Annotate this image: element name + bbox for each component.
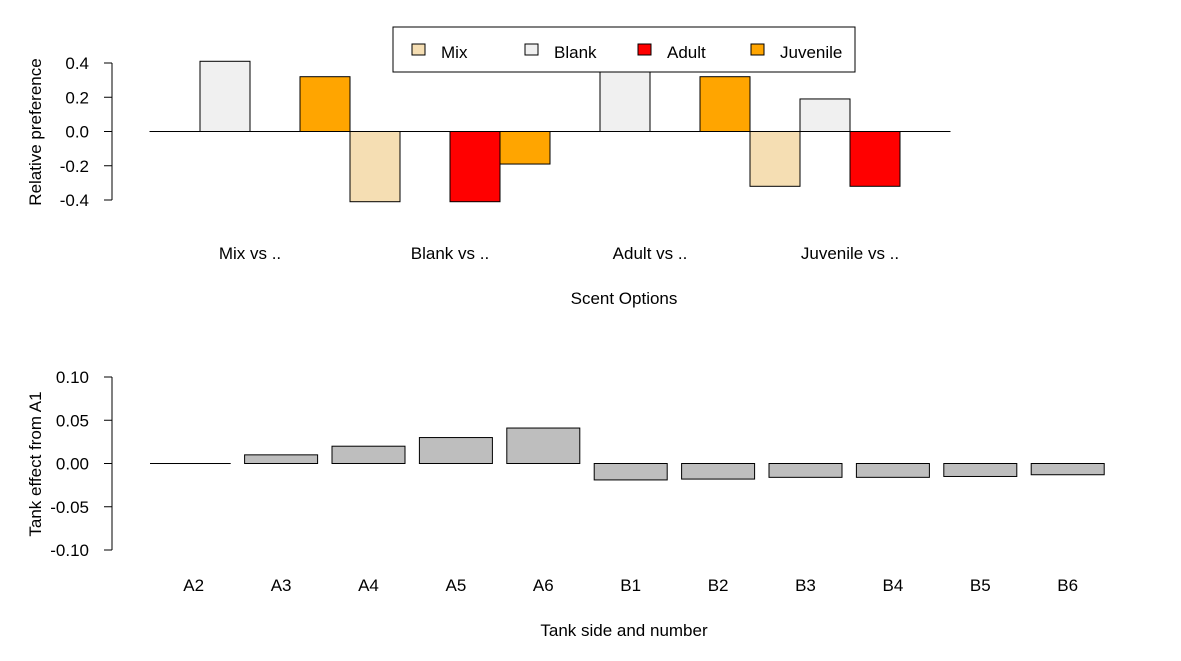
legend-swatch-adult [637,43,652,56]
bar-3-juvenile [699,76,751,132]
scent-bars [149,60,951,203]
bar-b1 [593,463,668,481]
scent-preference-chart: 0.4 0.2 0.0 -0.2 -0.4 Mix vs .. Blank vs .. Ad… [26,26,951,308]
bar-1-blank [199,60,251,132]
x-tick-label: A2 [183,576,204,595]
y-tick-label: 0.00 [56,455,89,474]
bar-b2 [681,463,756,480]
legend: Mix Blank Adult Juvenile [392,26,856,73]
x-tick-label: A6 [533,576,554,595]
y-axis-label: Relative preference [26,58,45,205]
y-axis-label: Tank effect from A1 [26,391,45,536]
y-tick-label: 0.2 [65,88,89,107]
legend-label-mix: Mix [441,43,468,62]
bar-4-adult [849,131,901,187]
legend-box [392,26,856,73]
legend-label-juvenile: Juvenile [780,43,842,62]
bar-2-mix [349,131,401,203]
x-tick-label: B1 [620,576,641,595]
x-tick-label: Juvenile vs .. [801,244,899,263]
x-tick-labels: A2 A3 A4 A5 A6 B1 B2 B3 B4 B5 B6 [183,576,1078,595]
tank-effect-chart: 0.10 0.05 0.00 -0.05 -0.10 A2 A3 A4 A5 A6 B1 B2 B3 B… [26,368,1105,640]
x-tick-label: B3 [795,576,816,595]
bar-a4 [331,445,406,465]
bar-b4 [855,463,930,478]
bar-a6 [506,427,581,465]
x-tick-label: Blank vs .. [411,244,489,263]
bar-2-adult [449,131,501,203]
legend-label-blank: Blank [554,43,597,62]
y-tick-label: 0.4 [65,54,89,73]
x-tick-label: A3 [271,576,292,595]
legend-swatch-blank [524,43,539,56]
x-tick-label: B6 [1057,576,1078,595]
bar-b3 [768,463,843,478]
x-tick-labels: Mix vs .. Blank vs .. Adult vs .. Juvenile … [219,244,899,263]
y-tick-label: 0.0 [65,123,89,142]
x-tick-label: A5 [446,576,467,595]
y-tick-label: 0.10 [56,368,89,387]
bar-a5 [418,437,493,464]
bar-1-juvenile [299,76,351,132]
bar-4-blank [799,98,851,132]
bar-b6 [1030,463,1105,476]
y-tick-label: 0.05 [56,411,89,430]
legend-label-adult: Adult [667,43,706,62]
legend-swatch-mix [411,43,426,56]
x-axis-label: Tank side and number [540,621,708,640]
bar-3-blank [599,60,651,132]
x-axis-label: Scent Options [571,289,678,308]
x-tick-label: B2 [708,576,729,595]
x-tick-label: Mix vs .. [219,244,281,263]
y-tick-label: -0.4 [60,191,89,210]
bar-4-mix [749,131,801,187]
y-tick-label: -0.2 [60,157,89,176]
bar-a3 [244,454,319,465]
y-tick-label: -0.05 [50,498,89,517]
x-tick-label: A4 [358,576,379,595]
y-tick-label: -0.10 [50,541,89,560]
x-tick-label: Adult vs .. [613,244,688,263]
y-axis: 0.10 0.05 0.00 -0.05 -0.10 [50,368,113,560]
bar-b5 [943,463,1018,477]
x-tick-label: B5 [970,576,991,595]
legend-swatch-juvenile [750,43,765,56]
bar-2-juvenile [499,131,551,165]
y-axis: 0.4 0.2 0.0 -0.2 -0.4 [60,54,113,210]
tank-bars [150,427,1105,481]
x-tick-label: B4 [883,576,904,595]
